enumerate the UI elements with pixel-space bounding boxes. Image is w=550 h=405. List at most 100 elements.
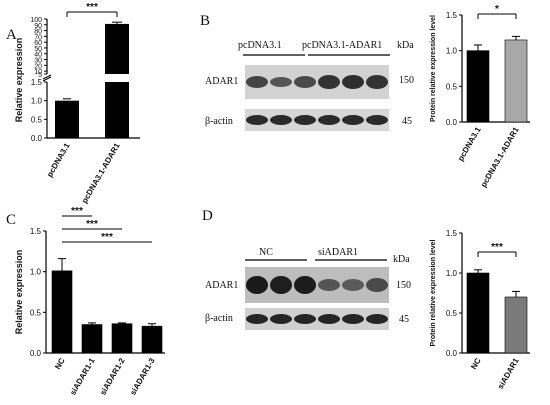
y-tick-label: 1.0 xyxy=(446,47,458,56)
bar xyxy=(504,39,528,123)
x-tick-label: siADAR1 xyxy=(496,356,521,391)
y-tick-label: 1.5 xyxy=(31,78,43,87)
y-tick-label: 1.0 xyxy=(446,269,458,278)
blot-band xyxy=(318,314,340,324)
y-tick-label: 0.5 xyxy=(31,115,43,124)
y-axis-label: Protein relative expression level xyxy=(430,15,437,122)
blot-kda-45: 45 xyxy=(399,314,409,325)
y-tick-label: 1.0 xyxy=(30,268,42,277)
blot-kda-150: 150 xyxy=(399,75,414,86)
bar xyxy=(504,296,528,354)
axis-break-mark xyxy=(42,74,52,80)
panel-letter-b: B xyxy=(200,13,211,29)
blot-group-label-2: siADAR1 xyxy=(318,247,359,258)
bar xyxy=(466,50,490,123)
x-tick-label: NC xyxy=(53,356,67,371)
blot-band xyxy=(270,115,292,125)
blot-band xyxy=(270,314,292,324)
bar xyxy=(111,323,133,354)
blot-band xyxy=(270,77,292,87)
blot-kda-header: kDa xyxy=(393,254,410,265)
y-tick-label: 10 xyxy=(34,69,42,76)
x-tick-label: siADAR1-2 xyxy=(98,356,127,397)
significance-label: *** xyxy=(71,206,83,217)
blot-band xyxy=(318,279,340,291)
blot-strip xyxy=(245,109,389,131)
chart-b: 0.0 0.5 1.0 1.5 Protein relative expression … xyxy=(430,4,530,189)
blot-band xyxy=(294,314,316,324)
x-tick-label: siADAR1-1 xyxy=(68,356,97,397)
y-tick-label: 0.5 xyxy=(446,82,458,91)
blot-band xyxy=(294,115,316,125)
blot-b: pcDNA3.1 pcDNA3.1-ADAR1 kDa ADAR1 150 β-… xyxy=(205,36,425,136)
significance-label: *** xyxy=(86,219,98,230)
significance-label: *** xyxy=(491,242,503,253)
bar xyxy=(55,100,79,138)
panel-letter-a: A xyxy=(6,27,17,43)
y-axis-label: Relative expression xyxy=(14,38,24,123)
y-tick-label: 20 xyxy=(34,63,42,70)
y-tick-label: 1.0 xyxy=(31,97,43,106)
blot-kda-45: 45 xyxy=(402,116,412,127)
y-tick-label: 0.5 xyxy=(446,309,458,318)
y-tick-label: 30 xyxy=(34,58,42,65)
panel-letter-c: C xyxy=(6,212,17,228)
y-tick-label: 100 xyxy=(30,17,42,24)
x-tick-label: siADAR1-3 xyxy=(128,356,157,397)
panel-letter-d: D xyxy=(202,208,213,224)
blot-band xyxy=(270,276,292,294)
y-tick-label: 50 xyxy=(34,46,42,53)
significance-label: *** xyxy=(101,232,113,243)
blot-band xyxy=(318,75,340,89)
blot-band xyxy=(342,279,364,291)
blot-row-label-adar1: ADAR1 xyxy=(205,76,239,87)
y-axis-label: Relative expression xyxy=(14,250,24,335)
blot-group-label-1: pcDNA3.1 xyxy=(238,40,282,51)
y-tick-label: 40 xyxy=(34,52,42,59)
chart-d: 0.0 0.5 1.0 1.5 Protein relative expression … xyxy=(430,229,530,391)
y-axis-label: Protein relative expression level xyxy=(430,239,437,346)
x-tick-label: pcDNA3.1-ADAR1 xyxy=(80,141,122,205)
blot-band xyxy=(366,115,388,125)
x-tick-label: NC xyxy=(469,356,483,371)
bar xyxy=(466,272,490,354)
blot-band xyxy=(246,276,268,294)
significance-label: * xyxy=(495,4,499,15)
y-tick-label: 1.5 xyxy=(446,229,458,238)
y-tick-label: 0.0 xyxy=(31,134,43,143)
y-tick-label: 1.5 xyxy=(30,227,42,236)
blot-row-label-actin: β-actin xyxy=(205,313,233,324)
x-tick-label: pcDNA3.1 xyxy=(456,125,483,163)
y-tick-label: 0.0 xyxy=(446,118,458,127)
y-tick-label: 60 xyxy=(34,40,42,47)
blot-band xyxy=(366,314,388,324)
significance-label: *** xyxy=(86,2,98,13)
y-tick-label: 0.0 xyxy=(446,349,458,358)
blot-band xyxy=(342,115,364,125)
blot-band xyxy=(246,76,268,88)
blot-band xyxy=(294,276,316,294)
x-tick-label: pcDNA3.1 xyxy=(45,141,72,179)
bar xyxy=(81,324,103,354)
blot-strip xyxy=(245,65,389,99)
blot-strip xyxy=(245,308,389,330)
bar xyxy=(141,325,163,354)
blot-kda-150: 150 xyxy=(396,280,411,291)
y-tick-label: 0.0 xyxy=(30,349,42,358)
y-tick-label: 5 xyxy=(38,72,42,79)
blot-band xyxy=(342,314,364,324)
blot-row-label-adar1: ADAR1 xyxy=(205,280,239,291)
x-tick-label: pcDNA3.1-ADAR1 xyxy=(479,125,521,189)
y-tick-label: 80 xyxy=(34,29,42,36)
bar-lower-segment xyxy=(105,82,129,138)
blot-group-label-1: NC xyxy=(259,247,273,258)
blot-band xyxy=(318,115,340,125)
blot-band xyxy=(366,75,388,89)
bar xyxy=(51,270,73,354)
blot-row-label-actin: β-actin xyxy=(205,116,233,127)
blot-band xyxy=(366,278,388,292)
blot-kda-header: kDa xyxy=(397,40,414,51)
blot-band xyxy=(246,115,268,125)
